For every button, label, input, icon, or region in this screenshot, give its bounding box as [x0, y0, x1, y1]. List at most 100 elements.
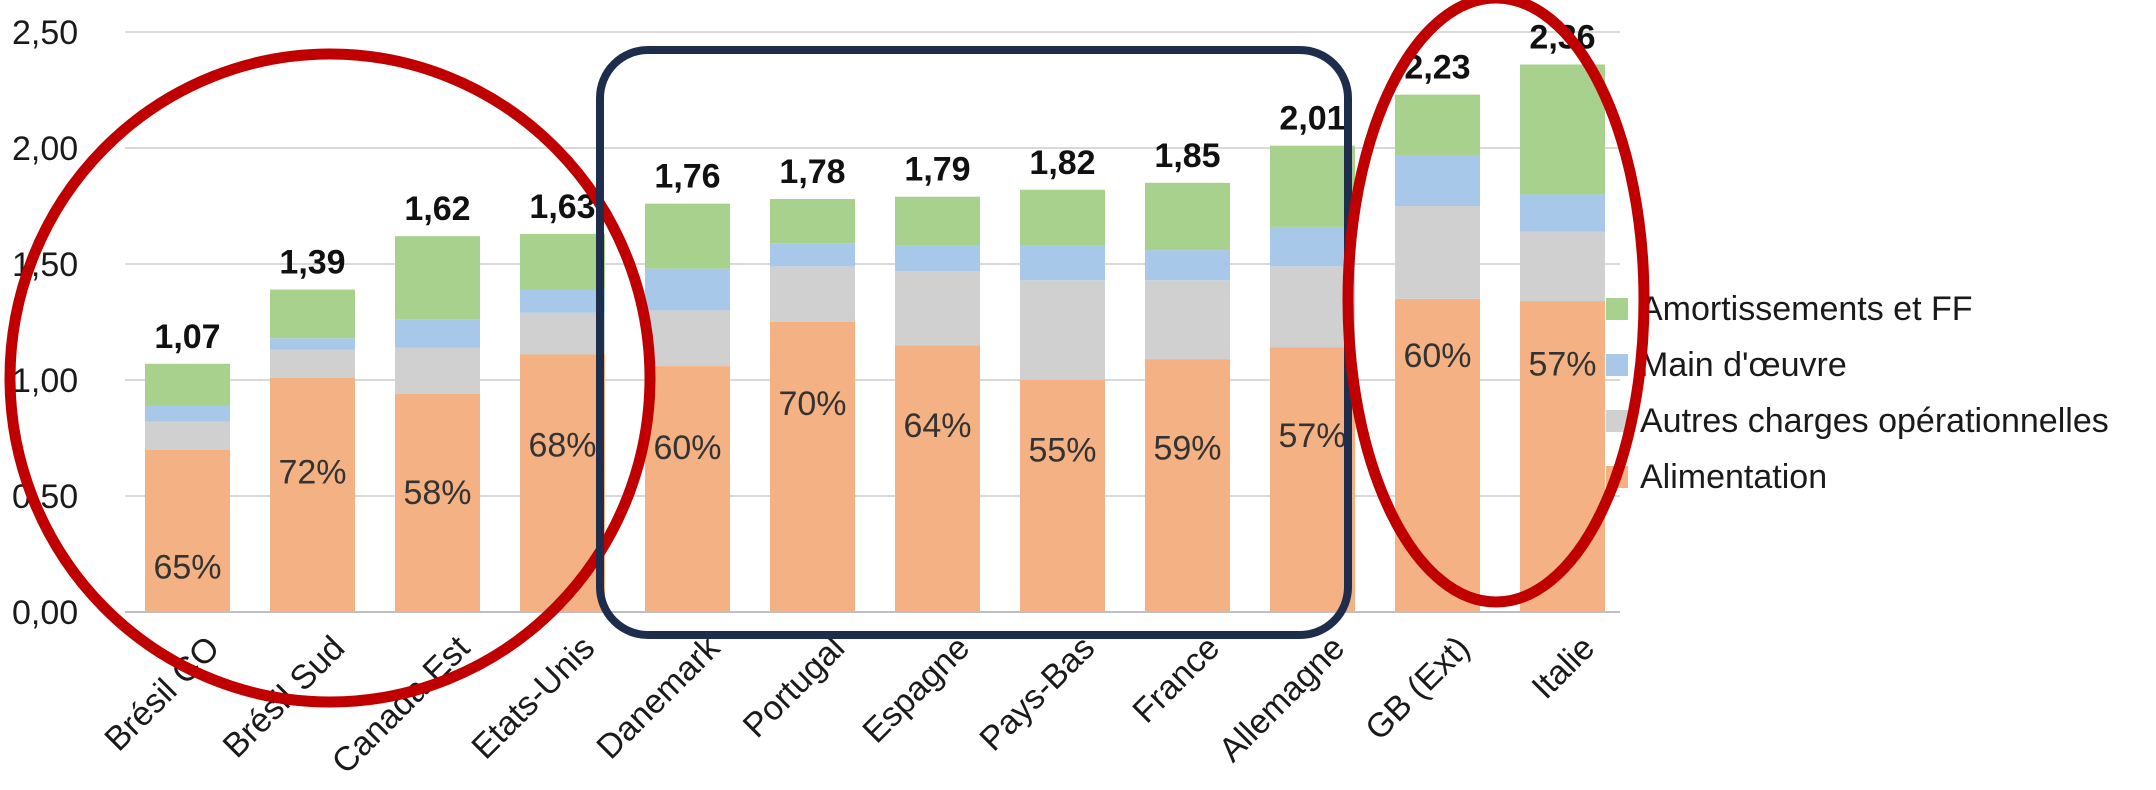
highlight-ellipse-americas — [4, 48, 656, 708]
bar-segment — [1145, 280, 1230, 360]
bar-segment — [1520, 64, 1605, 195]
share-label: 55% — [1028, 432, 1096, 470]
total-label: 1,76 — [654, 158, 720, 196]
legend-swatch — [1606, 298, 1628, 320]
total-label: 1,82 — [1029, 144, 1095, 182]
bar-segment — [1145, 182, 1230, 251]
bar-segment — [1020, 280, 1105, 380]
bar-segment — [145, 363, 230, 406]
bar-segment — [145, 421, 230, 450]
category-label: Danemark — [589, 628, 727, 766]
total-label: 1,78 — [779, 153, 845, 191]
total-label: 2,01 — [1279, 100, 1345, 138]
category-label: Portugal — [736, 629, 852, 745]
legend: Amortissements et FF Main d'œuvre Autres c… — [1606, 290, 2109, 496]
bar-segment — [770, 266, 855, 322]
bar-segment — [395, 319, 480, 348]
legend-label: Main d'œuvre — [1640, 346, 1847, 384]
bar-segment — [1270, 226, 1355, 267]
bar-segment — [1145, 250, 1230, 281]
legend-label: Autres charges opérationnelles — [1640, 402, 2109, 440]
bar-segment — [1270, 347, 1355, 612]
category-label: Pays-Bas — [972, 629, 1102, 759]
share-label: 64% — [903, 407, 971, 445]
bar-segment — [1395, 94, 1480, 155]
bar-segment — [770, 322, 855, 612]
share-label: 60% — [653, 429, 721, 467]
bar-segment — [520, 354, 605, 612]
category-label: Etats-Unis — [464, 629, 602, 767]
bar-segment — [895, 345, 980, 612]
share-label: 68% — [528, 427, 596, 465]
bar-segment — [895, 196, 980, 246]
bar-segment — [270, 338, 355, 350]
highlight-annotations — [4, 0, 1650, 708]
bar-segment — [645, 203, 730, 269]
bar-segment — [1270, 266, 1355, 348]
highlight-ellipse-gb-italie — [1342, 0, 1650, 608]
y-tick-label: 2,50 — [12, 14, 78, 52]
total-label: 1,62 — [404, 190, 470, 228]
share-label: 59% — [1153, 430, 1221, 468]
y-tick-label: 2,00 — [12, 130, 78, 168]
share-label: 70% — [778, 385, 846, 423]
bar-segment — [895, 270, 980, 346]
bars — [145, 64, 1605, 612]
category-label: Espagne — [855, 629, 977, 751]
total-label: 1,07 — [154, 318, 220, 356]
y-tick-label: 1,00 — [12, 362, 78, 400]
share-labels: 65% 72% 58% 68% 60% 70% 64% 55% 59% 57% 60% 57% — [153, 337, 1596, 586]
total-labels: 1,07 1,39 1,62 1,63 1,76 1,78 1,79 1,82 1,85 2,01… — [154, 18, 1595, 355]
share-label: 58% — [403, 474, 471, 512]
total-label: 1,85 — [1154, 137, 1220, 175]
category-label: Allemagne — [1212, 629, 1352, 769]
bar-segment — [520, 312, 605, 355]
bar-segment — [1395, 298, 1480, 612]
bar-segment — [645, 366, 730, 612]
bar-segment — [1520, 231, 1605, 302]
bar-segment — [520, 289, 605, 313]
share-label: 57% — [1278, 417, 1346, 455]
bar-segment — [1020, 245, 1105, 281]
category-label: France — [1125, 629, 1227, 731]
bar-segment — [145, 449, 230, 612]
bar-segment — [395, 347, 480, 394]
bar-segment — [645, 268, 730, 311]
legend-label: Amortissements et FF — [1640, 290, 1973, 328]
bar-segment — [895, 245, 980, 271]
legend-swatch — [1606, 410, 1628, 432]
bar-segment — [1020, 380, 1105, 612]
bar-segment — [395, 393, 480, 612]
bar-segment — [1145, 359, 1230, 612]
total-label: 1,63 — [529, 188, 595, 226]
total-label: 1,79 — [904, 151, 970, 189]
bar-segment — [270, 349, 355, 378]
bar-segment — [1020, 189, 1105, 246]
share-label: 57% — [1528, 345, 1596, 383]
y-axis-ticks: 0,000,501,001,502,002,50 — [12, 14, 78, 632]
category-label: Italie — [1524, 629, 1602, 707]
share-label: 60% — [1403, 337, 1471, 375]
gridlines — [125, 31, 1620, 613]
bar-segment — [1520, 301, 1605, 612]
share-label: 72% — [278, 453, 346, 491]
share-label: 65% — [153, 549, 221, 587]
bar-segment — [1270, 145, 1355, 227]
bar-segment — [645, 310, 730, 367]
bar-segment — [520, 233, 605, 290]
y-tick-label: 0,00 — [12, 594, 78, 632]
category-label: GB (Ext) — [1358, 629, 1477, 748]
bar-segment — [1395, 206, 1480, 299]
total-label: 1,39 — [279, 244, 345, 282]
legend-label: Alimentation — [1640, 458, 1827, 496]
bar-segment — [270, 289, 355, 339]
bar-segment — [270, 377, 355, 612]
bar-segment — [1520, 194, 1605, 232]
bar-segment — [770, 199, 855, 244]
bar-segment — [395, 236, 480, 320]
bar-segment — [770, 243, 855, 267]
bar-segment — [1395, 154, 1480, 206]
bar-segment — [145, 405, 230, 422]
legend-swatch — [1606, 354, 1628, 376]
